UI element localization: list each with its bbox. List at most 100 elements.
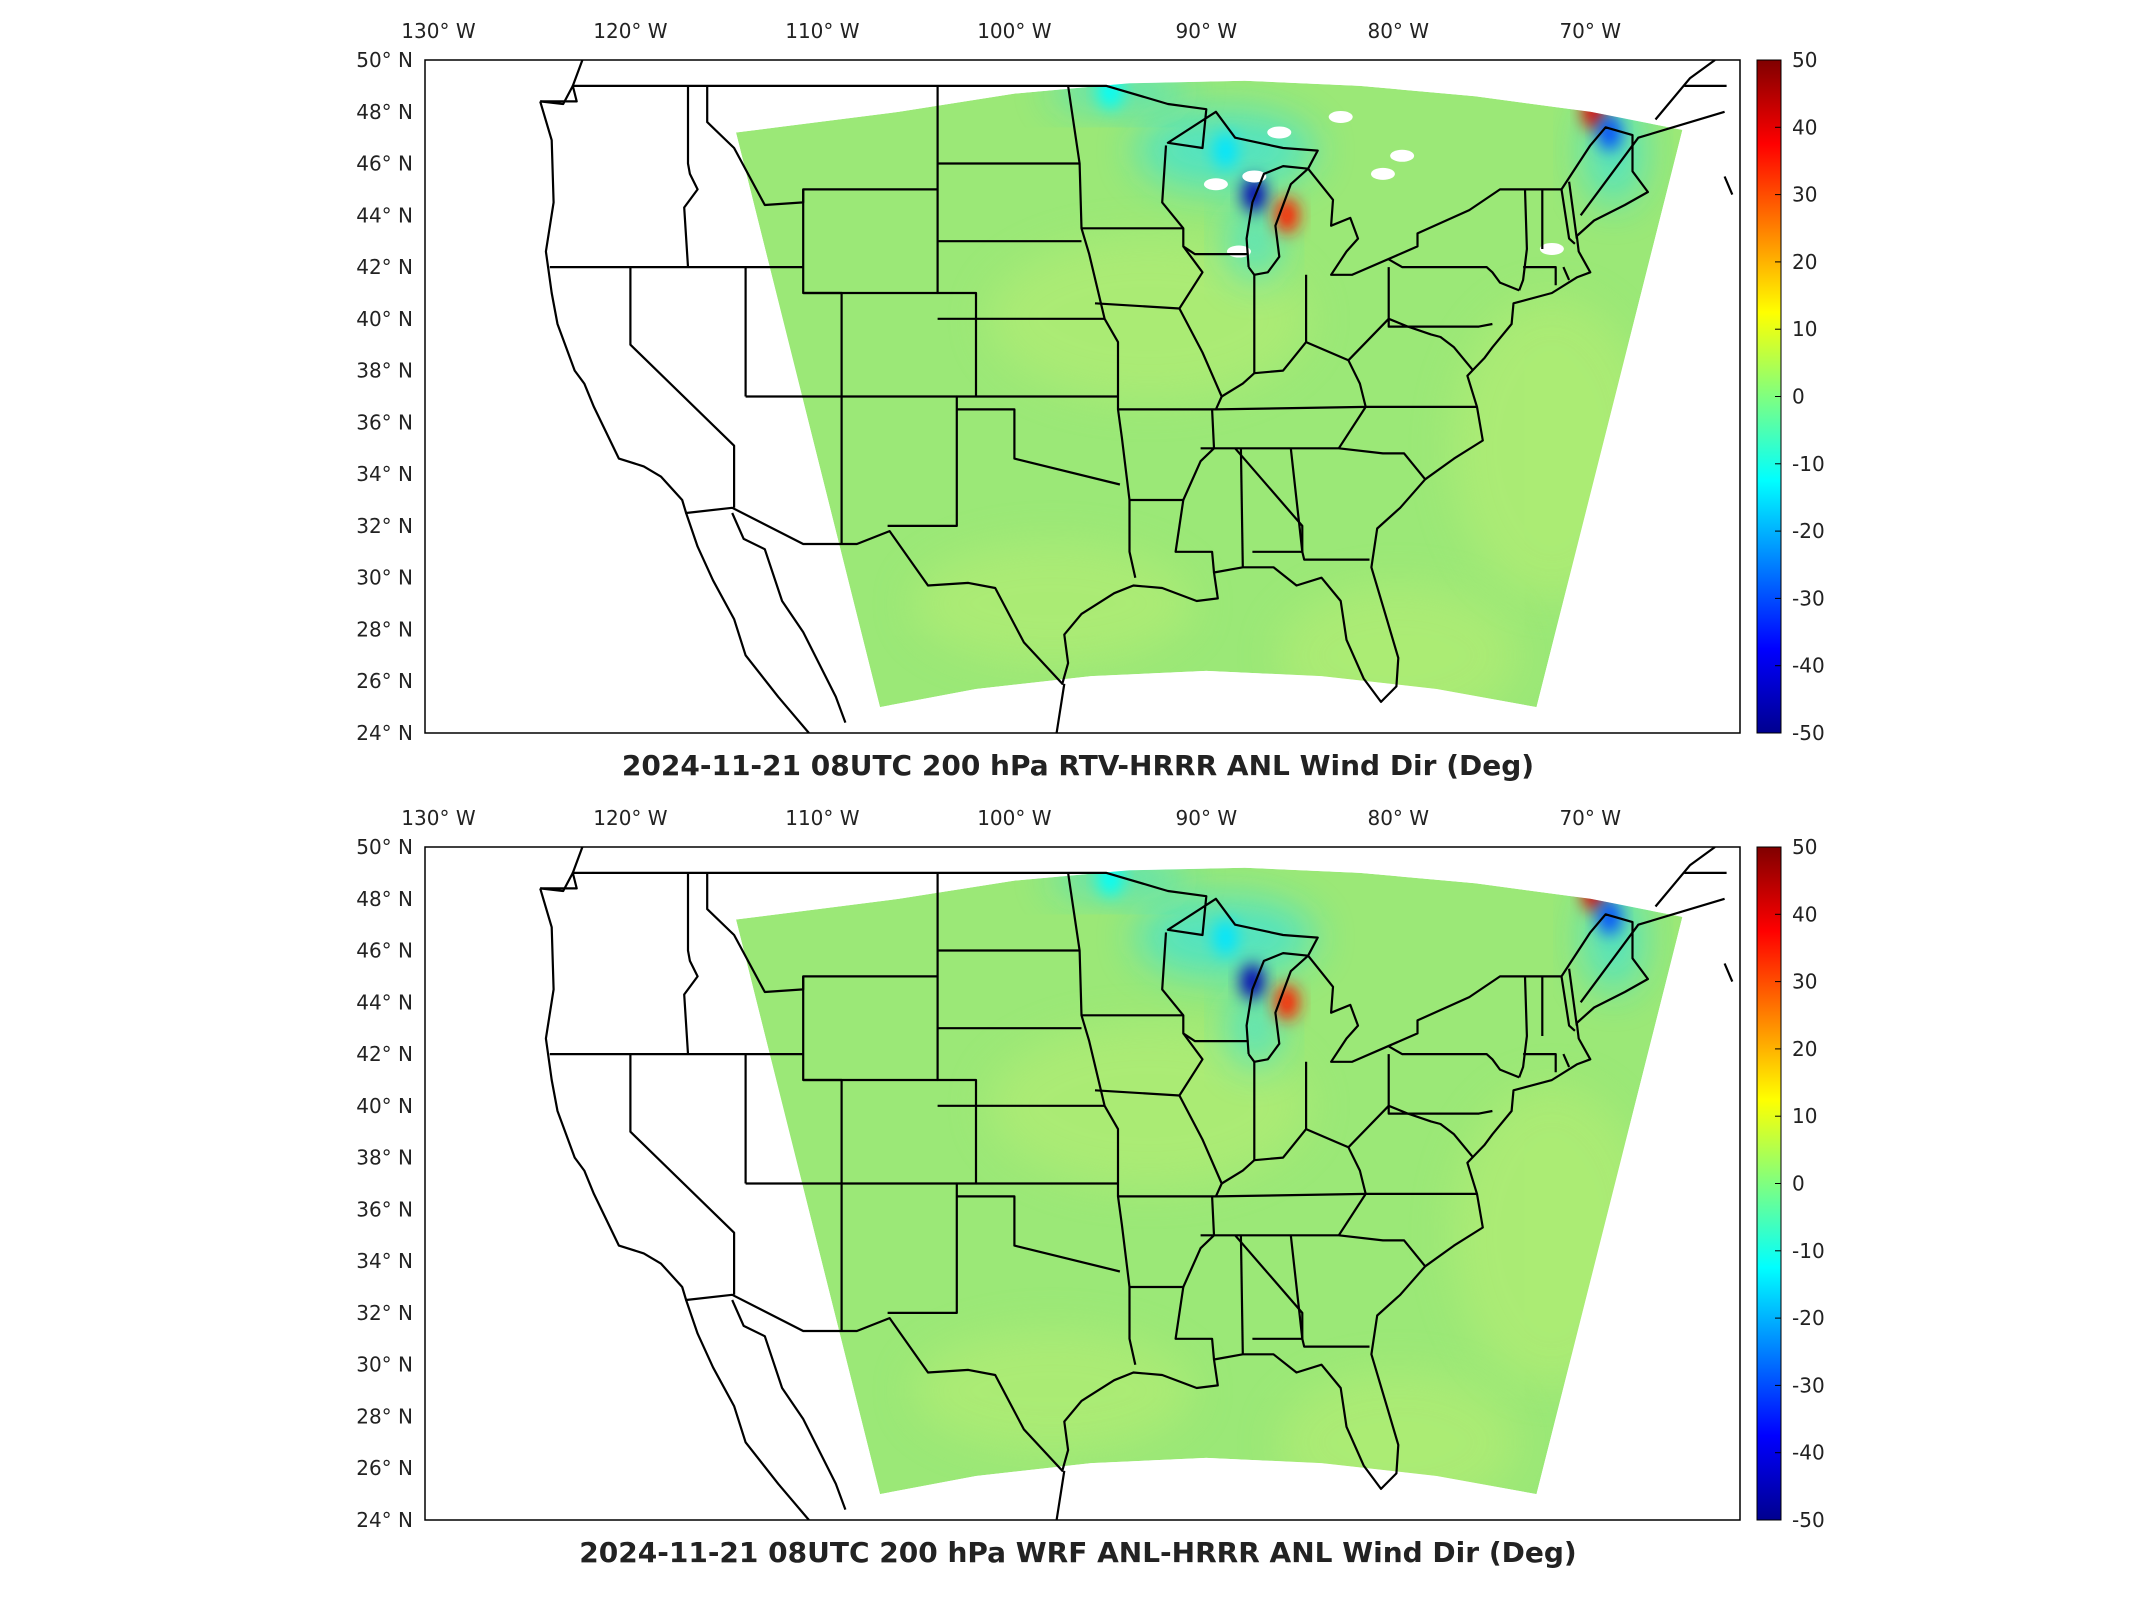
missing-data-patch <box>1549 87 1574 100</box>
state-line <box>1221 1128 1367 1195</box>
state-line <box>1200 447 1427 480</box>
lat-tick-label: 32° N <box>356 514 413 538</box>
field-shade <box>1229 988 1280 1069</box>
lat-tick-label: 42° N <box>356 255 413 279</box>
lat-tick-label: 48° N <box>356 887 413 911</box>
lat-tick-label: 38° N <box>356 359 413 383</box>
state-line <box>1523 1053 1557 1073</box>
lon-tick-label: 90° W <box>1176 806 1238 830</box>
wind-direction-field <box>736 867 1683 1495</box>
lon-tick-label: 120° W <box>593 806 668 830</box>
missing-data-patch <box>1539 242 1564 255</box>
wind-dir-anomaly <box>1597 898 1622 935</box>
state-boundaries <box>539 847 1734 1520</box>
field-shade <box>1451 298 1652 599</box>
state-line <box>1182 409 1216 501</box>
state-line <box>1562 1053 1571 1068</box>
colorbar-tick-label: -50 <box>1792 721 1825 745</box>
state-line <box>1560 189 1576 245</box>
state-line <box>1094 1089 1180 1097</box>
lat-tick-label: 26° N <box>356 669 413 693</box>
colorbar-tick-label: 30 <box>1792 183 1817 207</box>
state-line <box>1067 872 1137 1365</box>
state-line <box>1234 1234 1304 1340</box>
state-line <box>1200 1234 1427 1267</box>
lake-michigan-shore <box>1245 952 1310 1063</box>
colorbar-tick-label: -10 <box>1792 1239 1825 1263</box>
lon-tick-label: 110° W <box>785 806 860 830</box>
colorbar-tick-labels: 50 40 30 20 10 0 -10 -20 -30 -40 -50 <box>1775 835 1825 1532</box>
canada-coastline <box>540 847 584 893</box>
colorbar-tick-label: -40 <box>1792 654 1825 678</box>
model-domain <box>736 80 1683 708</box>
state-line <box>1337 1193 1367 1236</box>
latitude-labels: 50° N 48° N 46° N 44° N 42° N 40° N 38° N 36° N… <box>356 835 413 1532</box>
wind-dir-anomaly <box>1274 984 1299 1021</box>
lon-tick-label: 90° W <box>1176 19 1238 43</box>
lat-tick-label: 36° N <box>356 1197 413 1221</box>
wind-dir-anomaly <box>1098 80 1123 110</box>
lat-tick-label: 46° N <box>356 152 413 176</box>
panel-title: 2024-11-21 08UTC 200 hPa RTV-HRRR ANL Wi… <box>622 749 1534 782</box>
longitude-labels: 130° W 120° W 110° W 100° W 90° W 80° W 70° W <box>401 806 1621 830</box>
longitude-labels: 130° W 120° W 110° W 100° W 90° W 80° W 70° W <box>401 19 1621 43</box>
field-shade <box>988 1025 1309 1186</box>
map-panel-rtv-hrrr: 130° W 120° W 110° W 100° W 90° W 80° W 70° W … <box>356 19 1824 782</box>
state-line <box>1388 1045 1520 1079</box>
colorbar-tick-label: -50 <box>1792 1508 1825 1532</box>
missing-data-patch <box>1328 110 1353 123</box>
state-line <box>1347 1104 1475 1159</box>
state-line <box>956 1195 1121 1273</box>
state-line <box>1118 1192 1477 1198</box>
lat-tick-label: 28° N <box>356 617 413 641</box>
lat-tick-label: 40° N <box>356 1094 413 1118</box>
state-line <box>1178 245 1223 410</box>
us-coastline <box>539 871 1649 1490</box>
lat-tick-label: 30° N <box>356 1353 413 1377</box>
colorbar-tick-label: -30 <box>1792 586 1825 610</box>
mexico-coastline <box>685 512 810 733</box>
state-line <box>1337 406 1367 449</box>
state-line <box>1347 317 1475 372</box>
lat-tick-label: 36° N <box>356 410 413 434</box>
state-line <box>956 408 1121 486</box>
lon-tick-label: 100° W <box>977 19 1052 43</box>
missing-data-patch <box>1242 170 1267 183</box>
colorbar-tick-label: 40 <box>1792 115 1817 139</box>
field-shade <box>1451 1085 1652 1386</box>
colorbar-tick-label: 0 <box>1792 1172 1805 1196</box>
colorbar-tick-label: 50 <box>1792 835 1817 859</box>
wind-dir-anomaly <box>1098 867 1123 897</box>
lat-tick-label: 50° N <box>356 48 413 72</box>
map-frame <box>424 59 1741 734</box>
state-line <box>1388 258 1520 292</box>
missing-data-patch <box>1370 167 1395 180</box>
lat-tick-label: 30° N <box>356 566 413 590</box>
lat-tick-label: 46° N <box>356 939 413 963</box>
colorbar-tick-label: -20 <box>1792 519 1825 543</box>
wind-dir-anomaly <box>1213 919 1238 956</box>
state-line <box>1161 145 1249 256</box>
colorbar-tick-labels: 50 40 30 20 10 0 -10 -20 -30 -40 -50 <box>1775 48 1825 745</box>
field-shade <box>1583 95 1644 206</box>
state-line <box>1568 968 1578 1026</box>
colorbar-tick-label: -40 <box>1792 1441 1825 1465</box>
field-shade <box>912 543 1193 664</box>
field-shade <box>988 238 1309 399</box>
lat-tick-label: 42° N <box>356 1042 413 1066</box>
canada-coastline <box>1723 176 1734 196</box>
canada-coastline <box>540 60 584 106</box>
lon-tick-label: 80° W <box>1367 806 1429 830</box>
lat-tick-label: 24° N <box>356 1508 413 1532</box>
state-line <box>1518 189 1528 291</box>
state-line <box>1118 405 1477 411</box>
lon-tick-label: 120° W <box>593 19 668 43</box>
wind-dir-anomaly <box>1274 197 1299 234</box>
mexico-coastline <box>731 512 847 723</box>
colorbar-tick-label: -20 <box>1792 1306 1825 1330</box>
lon-tick-label: 130° W <box>401 19 476 43</box>
lat-tick-label: 28° N <box>356 1404 413 1428</box>
colorbar-tick-label: 10 <box>1792 317 1817 341</box>
state-line <box>683 85 699 268</box>
colorbar-tick-label: 50 <box>1792 48 1817 72</box>
